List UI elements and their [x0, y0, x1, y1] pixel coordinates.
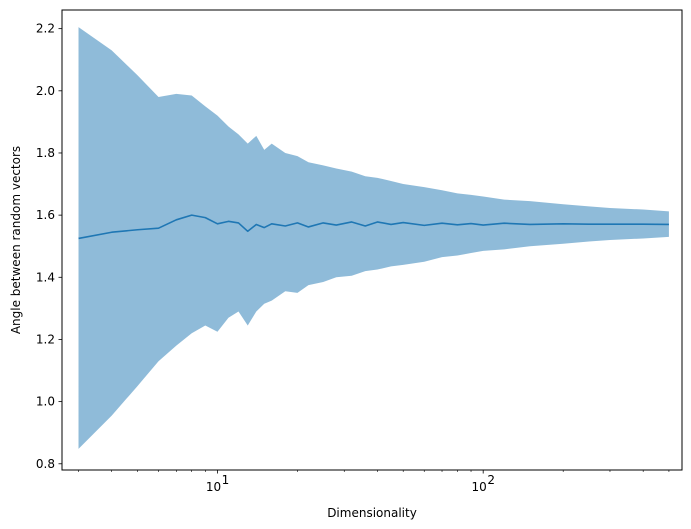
plot-frame — [61, 9, 683, 471]
y-tick-label: 0.8 — [36, 457, 55, 471]
y-axis-label: Angle between random vectors — [9, 146, 23, 334]
spread-band — [78, 27, 669, 449]
x-tick-label: 10 — [206, 480, 221, 494]
plot-area — [78, 27, 669, 449]
y-tick-label: 1.8 — [36, 146, 55, 160]
x-tick-label-exponent: 2 — [487, 473, 495, 487]
y-tick-label: 1.4 — [36, 270, 55, 284]
mean-line — [78, 214, 669, 240]
y-tick-label: 1.6 — [36, 208, 55, 222]
y-tick-label: 2.0 — [36, 84, 55, 98]
x-tick-label-exponent: 1 — [222, 473, 230, 487]
y-tick-label: 1.0 — [36, 395, 55, 409]
x-axis-label: Dimensionality — [327, 506, 417, 520]
y-axis: 0.8 1.0 1.2 1.4 1.6 1.8 2.0 2.2 — [36, 22, 62, 471]
x-axis: 10 1 10 2 — [78, 470, 670, 494]
x-tick-label: 10 — [472, 480, 487, 494]
y-tick-label: 1.2 — [36, 332, 55, 346]
y-tick-label: 2.2 — [36, 22, 55, 36]
